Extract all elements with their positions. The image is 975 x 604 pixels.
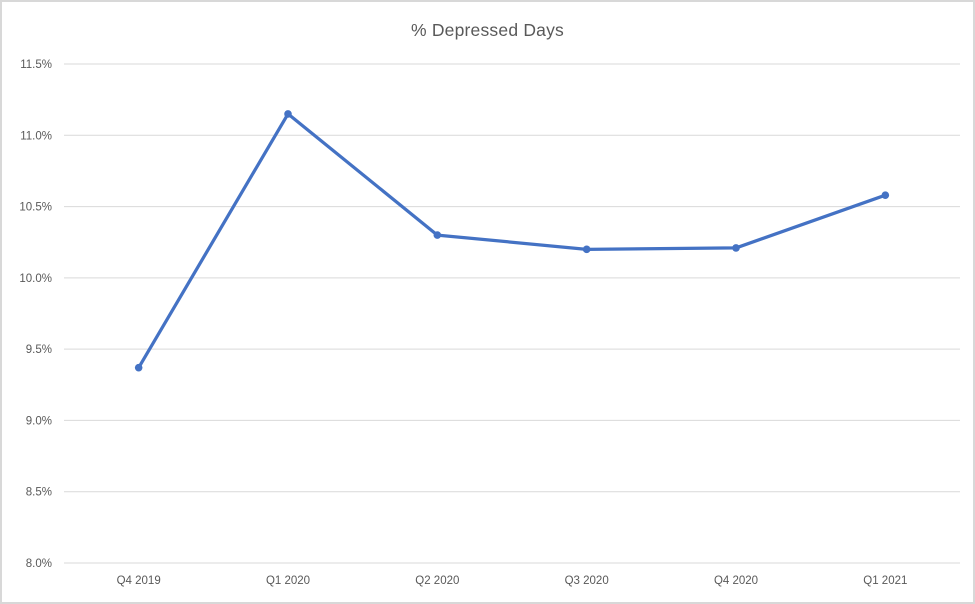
x-axis-tick-label: Q1 2021: [863, 575, 907, 587]
data-point-marker: [284, 110, 292, 118]
x-axis-tick-label: Q4 2020: [714, 575, 758, 587]
y-axis-tick-label: 9.0%: [26, 415, 52, 427]
x-axis-tick-label: Q3 2020: [565, 575, 609, 587]
y-axis-tick-label: 11.5%: [20, 59, 52, 71]
data-point-marker: [433, 231, 442, 239]
x-axis-tick-label: Q2 2020: [415, 575, 459, 587]
data-point-marker: [732, 244, 740, 252]
y-axis-tick-label: 11.0%: [20, 130, 52, 142]
data-point-marker: [582, 245, 591, 254]
data-line: [137, 112, 887, 370]
x-axis-tick-label: Q1 2020: [266, 575, 310, 587]
chart-title: % Depressed Days: [411, 20, 564, 40]
x-axis-tick-label: Q4 2019: [117, 575, 161, 587]
y-axis-tick-label: 10.5%: [19, 202, 52, 214]
data-point-marker: [134, 363, 143, 372]
y-axis-tick-label: 9.5%: [26, 344, 52, 356]
data-point-marker: [881, 191, 890, 199]
y-axis-tick-label: 10.0%: [19, 273, 52, 285]
y-axis-tick-label: 8.5%: [26, 487, 52, 499]
y-axis-tick-label: 8.0%: [26, 558, 52, 570]
